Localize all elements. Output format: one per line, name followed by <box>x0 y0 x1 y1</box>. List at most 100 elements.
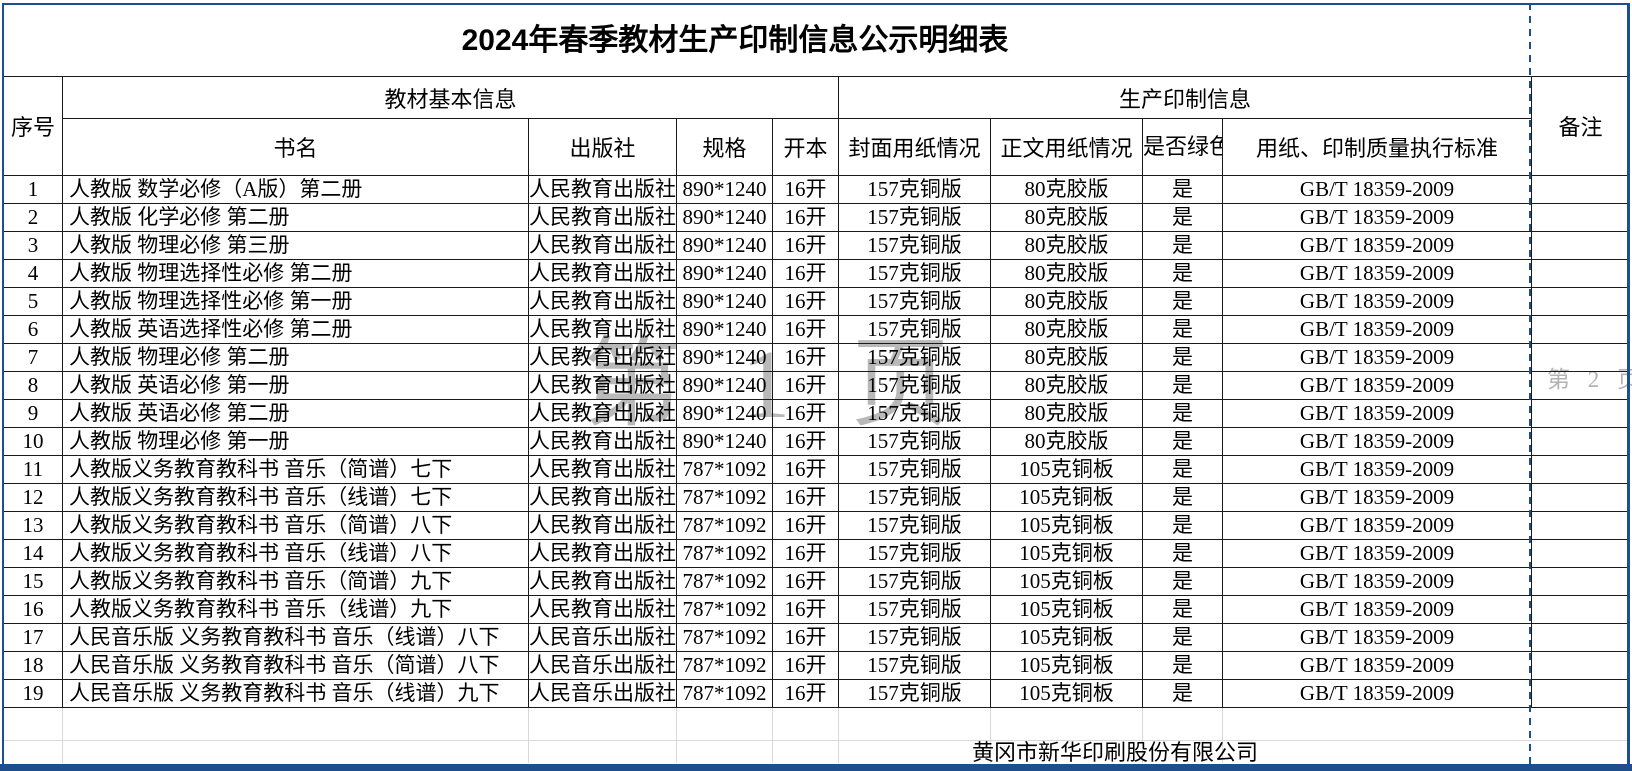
cell-publisher[interactable]: 人民教育出版社 <box>528 371 677 400</box>
cell-green-print[interactable]: 是 <box>1142 455 1224 484</box>
cell-green-print[interactable]: 是 <box>1142 539 1224 568</box>
cell-standard[interactable]: GB/T 18359-2009 <box>1222 539 1533 568</box>
cell-serial[interactable]: 13 <box>3 511 63 540</box>
cell-remark[interactable] <box>1531 231 1631 260</box>
header-publisher[interactable]: 出版社 <box>528 118 677 176</box>
cell-format[interactable]: 16开 <box>771 259 840 288</box>
cell-standard[interactable]: GB/T 18359-2009 <box>1222 651 1533 680</box>
cell-spec[interactable]: 787*1092 <box>676 483 773 512</box>
cell-spec[interactable]: 890*1240 <box>676 315 773 344</box>
cell-book-title[interactable]: 人教版 数学必修（A版）第二册 <box>62 175 529 204</box>
cell-cover-paper[interactable]: 157克铜版 <box>838 343 992 372</box>
header-spec[interactable]: 规格 <box>676 118 773 176</box>
cell-format[interactable]: 16开 <box>771 595 840 624</box>
cell-standard[interactable]: GB/T 18359-2009 <box>1222 231 1533 260</box>
header-green-print[interactable]: 是否绿色印刷 <box>1142 118 1224 176</box>
cell-spec[interactable]: 787*1092 <box>676 595 773 624</box>
cell-green-print[interactable]: 是 <box>1142 511 1224 540</box>
cell-body-paper[interactable]: 105克铜板 <box>990 455 1144 484</box>
cell-book-title[interactable]: 人教版 英语选择性必修 第二册 <box>62 315 529 344</box>
header-basic-info-group[interactable]: 教材基本信息 <box>61 76 840 119</box>
cell-book-title[interactable]: 人教版义务教育教科书 音乐（简谱）七下 <box>62 455 529 484</box>
cell-body-paper[interactable]: 80克胶版 <box>990 175 1144 204</box>
cell-cover-paper[interactable]: 157克铜版 <box>838 511 992 540</box>
cell-book-title[interactable]: 人教版 英语必修 第一册 <box>62 371 529 400</box>
cell-serial[interactable]: 6 <box>3 315 63 344</box>
page-break-dashed-line[interactable] <box>1529 3 1531 764</box>
cell-format[interactable]: 16开 <box>771 539 840 568</box>
cell-publisher[interactable]: 人民教育出版社 <box>528 175 677 204</box>
cell-remark[interactable] <box>1531 651 1631 680</box>
cell-body-paper[interactable]: 80克胶版 <box>990 259 1144 288</box>
cell-spec[interactable]: 787*1092 <box>676 679 773 708</box>
cell-book-title[interactable]: 人教版 英语必修 第二册 <box>62 399 529 428</box>
cell-format[interactable]: 16开 <box>771 567 840 596</box>
cell-remark[interactable] <box>1531 455 1631 484</box>
cell-remark[interactable] <box>1531 623 1631 652</box>
cell-cover-paper[interactable]: 157克铜版 <box>838 455 992 484</box>
cell-green-print[interactable]: 是 <box>1142 231 1224 260</box>
cell-green-print[interactable]: 是 <box>1142 567 1224 596</box>
cell-spec[interactable]: 890*1240 <box>676 427 773 456</box>
cell-remark[interactable] <box>1531 315 1631 344</box>
cell-standard[interactable]: GB/T 18359-2009 <box>1222 315 1533 344</box>
cell-publisher[interactable]: 人民音乐出版社 <box>528 679 677 708</box>
cell-publisher[interactable]: 人民音乐出版社 <box>528 623 677 652</box>
cell-green-print[interactable]: 是 <box>1142 483 1224 512</box>
cell-body-paper[interactable]: 80克胶版 <box>990 399 1144 428</box>
cell-cover-paper[interactable]: 157克铜版 <box>838 371 992 400</box>
cell-body-paper[interactable]: 105克铜板 <box>990 539 1144 568</box>
cell-standard[interactable]: GB/T 18359-2009 <box>1222 595 1533 624</box>
cell-publisher[interactable]: 人民教育出版社 <box>528 511 677 540</box>
cell-format[interactable]: 16开 <box>771 203 840 232</box>
cell-remark[interactable] <box>1531 511 1631 540</box>
cell-green-print[interactable]: 是 <box>1142 399 1224 428</box>
cell-body-paper[interactable]: 105克铜板 <box>990 511 1144 540</box>
cell-standard[interactable]: GB/T 18359-2009 <box>1222 343 1533 372</box>
cell-format[interactable]: 16开 <box>771 427 840 456</box>
header-cover-paper[interactable]: 封面用纸情况 <box>838 118 992 176</box>
cell-standard[interactable]: GB/T 18359-2009 <box>1222 259 1533 288</box>
cell-body-paper[interactable]: 80克胶版 <box>990 231 1144 260</box>
cell-spec[interactable]: 890*1240 <box>676 231 773 260</box>
header-format[interactable]: 开本 <box>771 118 840 176</box>
cell-cover-paper[interactable]: 157克铜版 <box>838 427 992 456</box>
cell-spec[interactable]: 787*1092 <box>676 455 773 484</box>
cell-spec[interactable]: 787*1092 <box>676 651 773 680</box>
cell-book-title[interactable]: 人教版 物理选择性必修 第二册 <box>62 259 529 288</box>
cell-cover-paper[interactable]: 157克铜版 <box>838 259 992 288</box>
cell-standard[interactable]: GB/T 18359-2009 <box>1222 399 1533 428</box>
cell-cover-paper[interactable]: 157克铜版 <box>838 399 992 428</box>
cell-body-paper[interactable]: 80克胶版 <box>990 287 1144 316</box>
cell-body-paper[interactable]: 105克铜板 <box>990 567 1144 596</box>
cell-body-paper[interactable]: 80克胶版 <box>990 427 1144 456</box>
cell-format[interactable]: 16开 <box>771 175 840 204</box>
cell-spec[interactable]: 890*1240 <box>676 399 773 428</box>
cell-book-title[interactable]: 人教版义务教育教科书 音乐（线谱）八下 <box>62 539 529 568</box>
cell-remark[interactable] <box>1531 483 1631 512</box>
cell-book-title[interactable]: 人教版 物理必修 第三册 <box>62 231 529 260</box>
cell-serial[interactable]: 17 <box>3 623 63 652</box>
cell-spec[interactable]: 787*1092 <box>676 511 773 540</box>
cell-book-title[interactable]: 人民音乐版 义务教育教科书 音乐（线谱）八下 <box>62 623 529 652</box>
cell-publisher[interactable]: 人民教育出版社 <box>528 399 677 428</box>
cell-green-print[interactable]: 是 <box>1142 595 1224 624</box>
cell-book-title[interactable]: 人民音乐版 义务教育教科书 音乐（简谱）八下 <box>62 651 529 680</box>
cell-green-print[interactable]: 是 <box>1142 343 1224 372</box>
cell-publisher[interactable]: 人民教育出版社 <box>528 203 677 232</box>
header-remark[interactable]: 备注 <box>1531 76 1631 176</box>
cell-format[interactable]: 16开 <box>771 231 840 260</box>
cell-serial[interactable]: 10 <box>3 427 63 456</box>
cell-publisher[interactable]: 人民教育出版社 <box>528 595 677 624</box>
header-book-title[interactable]: 书名 <box>62 118 529 176</box>
cell-book-title[interactable]: 人教版 物理必修 第一册 <box>62 427 529 456</box>
cell-publisher[interactable]: 人民教育出版社 <box>528 315 677 344</box>
cell-cover-paper[interactable]: 157克铜版 <box>838 623 992 652</box>
cell-remark[interactable] <box>1531 371 1631 400</box>
cell-spec[interactable]: 787*1092 <box>676 567 773 596</box>
cell-remark[interactable] <box>1531 595 1631 624</box>
cell-serial[interactable]: 18 <box>3 651 63 680</box>
cell-green-print[interactable]: 是 <box>1142 315 1224 344</box>
header-print-info-group[interactable]: 生产印制信息 <box>838 76 1533 119</box>
cell-book-title[interactable]: 人教版 化学必修 第二册 <box>62 203 529 232</box>
